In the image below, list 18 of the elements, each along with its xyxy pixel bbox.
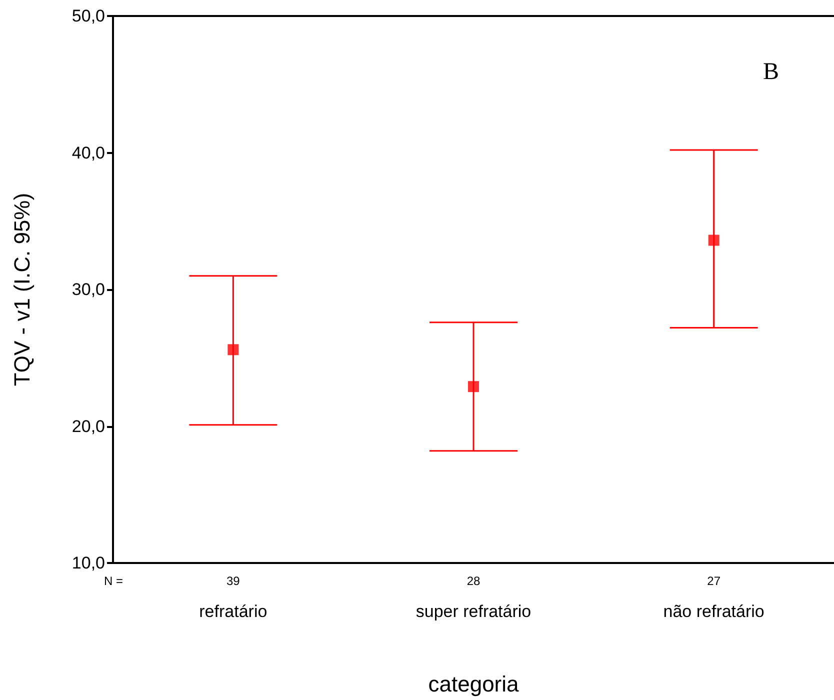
text: 39 [226,574,240,588]
y-tick-label: 40,0 [72,143,105,162]
y-tick-label: 10,0 [72,554,105,572]
y-tick-label: 30,0 [72,280,105,299]
text: 28 [466,574,480,588]
text: 27 [707,574,721,588]
point [228,344,239,356]
annotation: B [762,59,780,85]
x-tick-label: super refratário [416,602,532,621]
x-tick-label: refratário [199,602,268,621]
point [468,381,479,392]
y-tick-label: 20,0 [72,416,105,436]
y-tick-label: 50,0 [72,6,105,26]
text: N = [104,574,124,588]
y-axis-title: TQV - v1 (I.C. 95%) [10,192,34,386]
point [708,234,720,246]
x-tick-label: não refratário [663,602,764,621]
x-axis-title: categoria [428,672,520,696]
